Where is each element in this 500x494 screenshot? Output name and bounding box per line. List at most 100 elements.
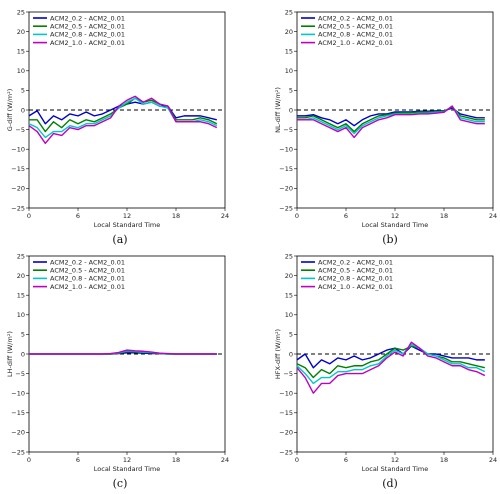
y-tick-label: −15 <box>279 165 293 173</box>
y-tick-label: −5 <box>15 126 25 134</box>
x-tick-label: 18 <box>172 212 180 220</box>
series-line-4 <box>296 341 486 394</box>
y-tick-label: 15 <box>17 48 25 56</box>
y-tick-label: 10 <box>285 67 293 75</box>
legend-entry: ACM2_0.5 - ACM2_0.01 <box>318 267 393 275</box>
x-tick-label: 24 <box>221 212 229 220</box>
y-axis-label: NL-diff (W/m²) <box>274 87 282 133</box>
y-axis-label: HFX-diff (W/m²) <box>274 329 282 379</box>
y-tick-label: −5 <box>15 370 25 378</box>
x-tick-label: 24 <box>489 456 497 464</box>
y-tick-label: 15 <box>285 292 293 300</box>
y-tick-label: −15 <box>279 409 293 417</box>
legend-entry: ACM2_0.5 - ACM2_0.01 <box>50 267 125 275</box>
x-tick-label: 0 <box>27 456 31 464</box>
legend-entry: ACM2_0.8 - ACM2_0.01 <box>318 275 393 283</box>
series-line-4 <box>297 105 485 139</box>
legend-entry: ACM2_1.0 - ACM2_0.01 <box>50 283 125 291</box>
y-tick-label: 25 <box>17 8 25 16</box>
y-tick-label: −10 <box>279 146 293 154</box>
x-tick-label: 0 <box>295 456 299 464</box>
x-tick-label: 0 <box>27 212 31 220</box>
panel-label: (a) <box>112 233 127 246</box>
legend-entry: ACM2_1.0 - ACM2_0.01 <box>318 39 393 47</box>
legend-entry: ACM2_1.0 - ACM2_0.01 <box>50 39 125 47</box>
x-tick-label: 18 <box>440 212 448 220</box>
series-line-4 <box>28 95 218 145</box>
y-tick-label: 20 <box>285 272 293 280</box>
x-axis-label: Local Standard Time <box>94 465 160 473</box>
x-tick-label: 12 <box>391 212 399 220</box>
legend-entry: ACM2_0.5 - ACM2_0.01 <box>318 23 393 31</box>
x-tick-label: 18 <box>440 456 448 464</box>
y-tick-label: 0 <box>289 106 293 114</box>
legend-entry: ACM2_0.8 - ACM2_0.01 <box>50 31 125 39</box>
legend-entry: ACM2_0.5 - ACM2_0.01 <box>50 23 125 31</box>
series-line-2 <box>29 97 218 133</box>
y-tick-label: −15 <box>11 409 25 417</box>
x-axis-label: Local Standard Time <box>362 221 428 229</box>
x-tick-label: 12 <box>123 212 131 220</box>
y-tick-label: −15 <box>11 165 25 173</box>
y-tick-label: 25 <box>17 252 25 260</box>
y-tick-label: −10 <box>11 146 25 154</box>
y-tick-label: −5 <box>283 126 293 134</box>
series-line-4 <box>29 349 217 355</box>
y-tick-label: −20 <box>279 185 293 193</box>
legend-entry: ACM2_1.0 - ACM2_0.01 <box>318 283 393 291</box>
x-tick-label: 12 <box>123 456 131 464</box>
series-line-2 <box>296 345 485 379</box>
y-tick-label: −10 <box>11 390 25 398</box>
y-tick-label: 10 <box>17 67 25 75</box>
y-tick-label: −20 <box>279 429 293 437</box>
y-tick-label: 20 <box>17 272 25 280</box>
series-line-3 <box>296 343 486 385</box>
panel-label: (c) <box>113 477 128 490</box>
legend-entry: ACM2_0.2 - ACM2_0.01 <box>50 14 125 22</box>
y-tick-label: 15 <box>285 48 293 56</box>
y-tick-label: −25 <box>11 204 25 212</box>
y-tick-label: −20 <box>11 429 25 437</box>
y-tick-label: −10 <box>279 390 293 398</box>
y-tick-label: −25 <box>279 204 293 212</box>
x-tick-label: 6 <box>76 456 80 464</box>
x-tick-label: 24 <box>221 456 229 464</box>
y-axis-label: LH-diff (W/m²) <box>6 331 14 377</box>
x-tick-label: 24 <box>489 212 497 220</box>
x-tick-label: 12 <box>391 456 399 464</box>
x-tick-label: 0 <box>295 212 299 220</box>
y-tick-label: 10 <box>17 311 25 319</box>
y-tick-label: −5 <box>283 370 293 378</box>
y-tick-label: −25 <box>11 448 25 456</box>
y-tick-label: 25 <box>285 8 293 16</box>
y-tick-label: 15 <box>17 292 25 300</box>
x-tick-label: 6 <box>344 212 348 220</box>
y-tick-label: 5 <box>21 331 25 339</box>
y-tick-label: 5 <box>289 87 293 95</box>
x-axis-label: Local Standard Time <box>362 465 428 473</box>
legend-entry: ACM2_0.2 - ACM2_0.01 <box>318 258 393 266</box>
x-axis-label: Local Standard Time <box>94 221 160 229</box>
x-tick-label: 6 <box>76 212 80 220</box>
legend-entry: ACM2_0.2 - ACM2_0.01 <box>318 14 393 22</box>
y-tick-label: 0 <box>289 350 293 358</box>
x-tick-label: 6 <box>344 456 348 464</box>
y-tick-label: 20 <box>285 28 293 36</box>
panel-label: (b) <box>382 233 398 246</box>
series-line-1 <box>296 345 485 369</box>
y-tick-label: 0 <box>21 106 25 114</box>
legend-entry: ACM2_0.8 - ACM2_0.01 <box>318 31 393 39</box>
y-tick-label: −20 <box>11 185 25 193</box>
y-axis-label: G-diff (W/m²) <box>6 89 14 132</box>
x-tick-label: 18 <box>172 456 180 464</box>
y-tick-label: 20 <box>17 28 25 36</box>
y-tick-label: 0 <box>21 350 25 358</box>
